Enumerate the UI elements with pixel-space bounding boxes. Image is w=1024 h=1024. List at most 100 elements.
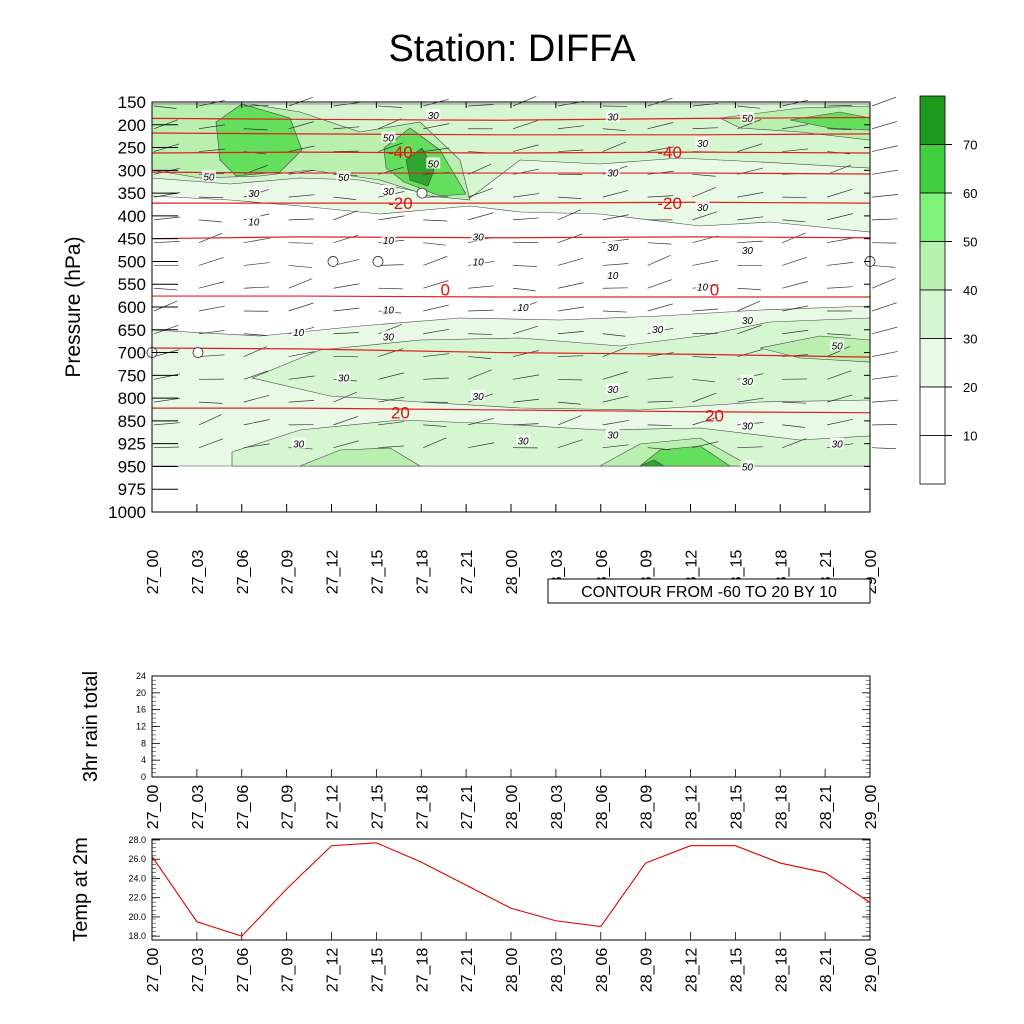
wind-barb — [692, 416, 718, 426]
wind-barb — [423, 219, 448, 222]
wind-barb — [198, 354, 225, 357]
legend-colorbar: 10 20 30 40 50 60 70 — [919, 95, 977, 485]
y-tick-label: 24.0 — [128, 873, 146, 883]
rh-contour-label: 30 — [652, 325, 664, 336]
x-tick-label: 27_15 — [369, 948, 386, 993]
contour-info-text: CONTOUR FROM -60 TO 20 BY 10 — [581, 584, 837, 601]
rh-label-bg — [740, 313, 755, 325]
temperature-contour-label: 20 — [705, 406, 724, 425]
rh-contour-label: 50 — [742, 462, 754, 473]
x-tick-label: 27_12 — [325, 785, 342, 830]
legend-label: 20 — [963, 380, 977, 395]
calm-wind-marker — [327, 256, 339, 267]
temperature-contour-label: -20 — [657, 194, 682, 213]
wind-barb — [378, 287, 403, 290]
wind-barb — [602, 190, 629, 198]
wind-barb — [378, 445, 405, 449]
rh-label-bg — [201, 170, 216, 182]
wind-barb — [871, 265, 896, 268]
rh-contour-label: 30 — [383, 333, 395, 344]
wind-barb — [243, 333, 268, 336]
rh-contour-label: 10 — [293, 328, 305, 339]
wind-barb — [692, 187, 717, 198]
x-tick-label: 28_15 — [728, 785, 745, 830]
rh-label-bg — [605, 383, 620, 394]
wind-barb — [602, 420, 629, 426]
legend-swatch — [919, 241, 946, 291]
x-tick-label: 27_09 — [280, 785, 297, 830]
wind-barb — [512, 398, 539, 403]
wind-barb — [198, 257, 224, 266]
legend-swatch — [919, 386, 946, 436]
y-tick-label: 925 — [118, 435, 146, 454]
wind-barb — [647, 146, 674, 152]
wind-barb — [557, 378, 583, 381]
rh-contour-label: 50 — [338, 173, 350, 184]
y-tick-label: 250 — [118, 139, 146, 158]
wind-barb — [602, 395, 629, 403]
y-tick-label: 28.0 — [128, 835, 146, 845]
rh-label-bg — [246, 215, 261, 227]
wind-barb — [512, 144, 539, 152]
wind-barb — [288, 194, 315, 198]
wind-barb — [153, 422, 180, 426]
x-tick-label: 28_18 — [773, 785, 790, 830]
wind-barb — [692, 441, 719, 449]
x-tick-label: 28_21 — [818, 948, 835, 993]
legend-swatch — [919, 435, 946, 485]
wind-barb — [198, 219, 222, 223]
wind-barb — [827, 188, 853, 198]
main-plot: 30 30 50 50 30 50 30 50 50 30 30 30 10 10 30 30 30 10 10 10… — [62, 93, 899, 604]
rh-contour-label: 30 — [607, 169, 619, 180]
rh-contour-label: 50 — [383, 134, 395, 145]
data-series-line — [151, 842, 871, 937]
wind-barb — [871, 218, 898, 221]
wind-barb — [153, 397, 181, 403]
wind-barb — [333, 259, 360, 266]
wind-barb — [288, 242, 313, 244]
x-tick-label: 27_15 — [369, 785, 386, 830]
calm-wind-marker — [416, 187, 428, 199]
wind-barb — [871, 121, 898, 130]
wind-barb — [737, 300, 761, 312]
y-axis-title: 3hr rain total — [80, 671, 102, 782]
wind-barb — [782, 99, 809, 107]
rh-contour-label: 10 — [473, 257, 485, 268]
wind-barb — [871, 145, 898, 152]
wind-barb — [288, 265, 312, 268]
wind-barb — [647, 303, 673, 312]
humidity-region — [215, 103, 303, 177]
wind-barb — [737, 446, 763, 449]
wind-barb — [288, 400, 315, 403]
y-tick-label: 850 — [118, 412, 146, 431]
wind-barb — [468, 309, 494, 312]
legend-swatch — [919, 95, 946, 145]
wind-barb — [647, 242, 672, 245]
y-tick-label: 950 — [118, 457, 146, 476]
rh-label-bg — [381, 184, 396, 196]
wind-barb — [782, 424, 805, 428]
wind-barb — [288, 218, 314, 221]
rh-label-bg — [381, 234, 396, 246]
y-axis-title: Temp at 2m — [70, 837, 92, 941]
y-tick-label: 200 — [118, 116, 146, 135]
x-tick-label: 27_21 — [459, 785, 476, 830]
y-tick-label: 600 — [118, 298, 146, 317]
wind-barb — [153, 300, 178, 312]
wind-barb — [737, 119, 762, 130]
x-tick-label: 28_21 — [818, 785, 835, 830]
y-tick-label: 500 — [118, 252, 146, 271]
wind-barb — [692, 378, 716, 383]
rh-contour-label: 30 — [473, 392, 485, 403]
x-tick-label: 28_00 — [504, 948, 521, 993]
rh-label-bg — [516, 301, 530, 312]
wind-barb — [423, 377, 449, 380]
wind-barb — [557, 439, 583, 448]
wind-barb — [378, 142, 403, 152]
wind-barb — [468, 188, 493, 198]
y-tick-label: 16 — [136, 705, 146, 715]
wind-barb — [602, 371, 628, 380]
x-tick-label: 28_09 — [639, 785, 656, 830]
rh-label-bg — [336, 371, 351, 383]
rh-label-bg — [605, 240, 620, 252]
